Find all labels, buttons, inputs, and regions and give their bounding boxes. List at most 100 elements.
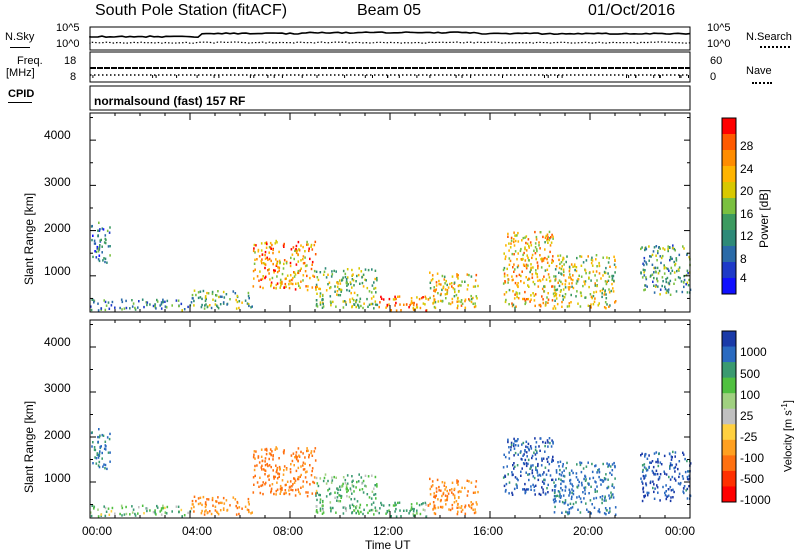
- velocity-panel-frame: [89, 319, 691, 519]
- power-scatter-cell: [460, 304, 463, 307]
- power-scatter-cell: [241, 301, 243, 304]
- power-scatter-cell: [97, 247, 100, 250]
- velocity-scatter-cell: [578, 495, 580, 498]
- power-scatter-cell: [368, 290, 371, 293]
- power-scatter-cell: [352, 299, 355, 302]
- power-scatter-cell: [502, 268, 505, 272]
- power-scatter-cell: [445, 297, 447, 300]
- power-scatter-cell: [675, 257, 678, 260]
- velocity-scatter-cell: [460, 510, 463, 513]
- power-scatter-cell: [536, 275, 539, 279]
- velocity-scatter-cell: [295, 469, 298, 473]
- velocity-scatter-cell: [445, 503, 447, 506]
- power-scatter-cell: [448, 302, 450, 305]
- velocity-scatter-cell: [538, 473, 541, 477]
- velocity-scatter-cell: [646, 491, 648, 494]
- velocity-scatter-cell: [526, 455, 528, 458]
- power-scatter-cell: [271, 243, 273, 247]
- power-scatter-cell: [180, 302, 183, 306]
- power-scatter-cell: [596, 265, 598, 268]
- power-scatter-cell: [424, 295, 427, 298]
- velocity-scatter-cell: [359, 488, 361, 492]
- power-scatter-cell: [555, 288, 557, 292]
- velocity-scatter-cell: [667, 494, 670, 497]
- velocity-scatter-cell: [588, 492, 590, 495]
- velocity-scatter-cell: [685, 489, 687, 492]
- velocity-scatter-cell: [608, 511, 610, 514]
- velocity-scatter-cell: [450, 488, 453, 491]
- power-scatter-cell: [395, 309, 398, 312]
- velocity-scatter-cell: [211, 498, 214, 502]
- power-scatter-cell: [372, 295, 375, 298]
- power-scatter-cell: [532, 292, 534, 295]
- power-scatter-cell: [436, 272, 439, 275]
- velocity-scatter-cell: [91, 431, 93, 434]
- velocity-scatter-cell: [607, 485, 610, 489]
- velocity-scatter-cell: [264, 469, 267, 473]
- power-scatter-cell: [541, 295, 543, 298]
- power-scatter-cell: [395, 301, 397, 305]
- velocity-scatter-cell: [514, 476, 517, 479]
- power-scatter-cell: [430, 279, 433, 282]
- velocity-scatter-cell: [580, 481, 583, 485]
- power-scatter-cell: [294, 249, 296, 252]
- power-scatter-cell: [568, 288, 570, 291]
- velocity-scatter-cell: [551, 478, 553, 482]
- velocity-scatter-cell: [206, 498, 208, 501]
- power-scatter-cell: [661, 284, 663, 288]
- velocity-scatter-cell: [673, 477, 676, 480]
- power-scatter-cell: [514, 293, 516, 296]
- velocity-scatter-cell: [412, 512, 415, 516]
- power-scatter-cell: [418, 297, 421, 301]
- power-scatter-cell: [537, 267, 539, 270]
- power-scatter-cell: [584, 280, 587, 283]
- power-scatter-cell: [453, 288, 456, 291]
- velocity-scatter-cell: [278, 457, 280, 460]
- velocity-scatter-cell: [571, 491, 573, 495]
- velocity-scatter-cell: [592, 476, 595, 480]
- power-scatter-cell: [294, 273, 297, 276]
- power-scatter-cell: [543, 275, 545, 278]
- velocity-scatter-cell: [659, 473, 662, 476]
- power-scatter-cell: [508, 257, 511, 260]
- power-scatter-cell: [344, 300, 346, 303]
- velocity-scatter-cell: [525, 462, 528, 465]
- velocity-scatter-cell: [351, 484, 354, 487]
- velocity-scatter-cell: [432, 507, 435, 511]
- power-scatter-cell: [267, 258, 269, 261]
- power-scatter-cell: [509, 259, 512, 263]
- power-scatter-cell: [264, 250, 267, 254]
- velocity-scatter-cell: [443, 481, 446, 485]
- velocity-scatter-cell: [531, 456, 533, 460]
- power-scatter-cell: [211, 292, 214, 296]
- velocity-scatter-cell: [508, 451, 510, 454]
- power-scatter-cell: [592, 303, 595, 306]
- velocity-scatter-cell: [412, 510, 415, 513]
- nsearch-legend-line: [760, 46, 790, 48]
- power-scatter-cell: [310, 267, 313, 271]
- velocity-scatter-cell: [579, 461, 581, 464]
- velocity-scatter-cell: [355, 505, 358, 508]
- velocity-scatter-cell: [342, 506, 345, 509]
- velocity-scatter-cell: [193, 495, 196, 498]
- power-scatter-cell: [648, 245, 650, 248]
- velocity-scatter-cell: [556, 494, 559, 497]
- velocity-scatter-cell: [653, 483, 655, 486]
- velocity-scatter-cell: [452, 493, 455, 496]
- velocity-scatter-cell: [333, 475, 335, 479]
- power-scatter-cell: [608, 288, 610, 291]
- power-scatter-cell: [272, 251, 274, 255]
- power-scatter-cell: [332, 300, 334, 304]
- power-scatter-cell: [100, 307, 102, 310]
- velocity-scatter-cell: [537, 462, 539, 466]
- power-scatter-cell: [264, 242, 266, 245]
- power-scatter-cell: [515, 234, 517, 237]
- velocity-scatter-cell: [674, 451, 677, 454]
- velocity-scatter-cell: [544, 444, 546, 448]
- power-scatter-cell: [302, 262, 305, 265]
- power-scatter-cell: [321, 294, 324, 298]
- power-scatter-cell: [359, 282, 361, 285]
- power-scatter-cell: [270, 247, 272, 250]
- power-scatter-cell: [685, 283, 687, 286]
- velocity-scatter-cell: [451, 491, 453, 494]
